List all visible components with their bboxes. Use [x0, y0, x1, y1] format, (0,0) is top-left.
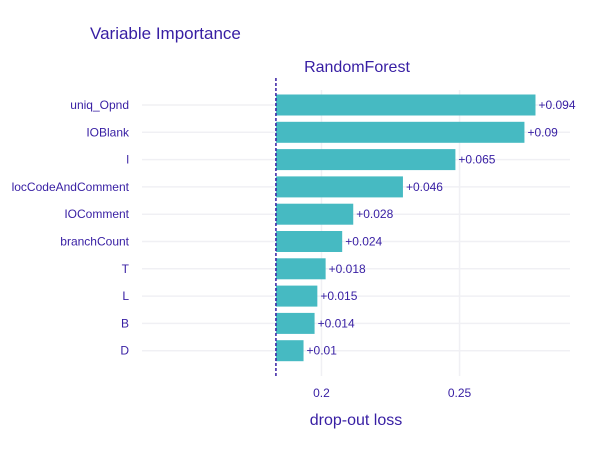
y-tick-label: L	[122, 289, 129, 303]
bars	[275, 94, 536, 362]
data-label: +0.024	[345, 235, 382, 249]
y-tick-label: locCodeAndComment	[12, 180, 130, 194]
y-tick-label: IOComment	[64, 207, 129, 221]
bar	[275, 149, 456, 171]
bar	[275, 176, 403, 198]
x-axis-ticks: 0.2 0.25	[313, 386, 471, 400]
bar	[275, 340, 304, 362]
x-tick-label: 0.2	[313, 386, 330, 400]
y-tick-label: l	[126, 153, 129, 167]
y-tick-label: branchCount	[60, 235, 129, 249]
bar	[275, 258, 326, 280]
bar	[275, 203, 354, 225]
bar	[275, 94, 536, 116]
data-label: +0.018	[329, 262, 366, 276]
bar	[275, 121, 525, 143]
x-tick-label: 0.25	[448, 386, 472, 400]
y-axis-labels: uniq_Opnd IOBlank l locCodeAndComment IOComm…	[12, 98, 130, 358]
y-tick-label: B	[121, 316, 129, 330]
data-label: +0.094	[538, 98, 575, 112]
data-label: +0.09	[527, 125, 558, 139]
data-label: +0.014	[318, 316, 355, 330]
bar	[275, 285, 318, 307]
y-tick-label: uniq_Opnd	[70, 98, 129, 112]
bar	[275, 231, 343, 252]
data-label: +0.065	[458, 153, 495, 167]
bar	[275, 312, 315, 334]
data-label: +0.028	[356, 207, 393, 221]
data-labels: +0.094 +0.09 +0.065 +0.046 +0.028 +0.024 +0.01…	[307, 98, 576, 358]
data-label: +0.046	[406, 180, 443, 194]
data-label: +0.01	[307, 344, 338, 358]
x-axis-label: drop-out loss	[310, 412, 403, 429]
y-tick-label: T	[122, 262, 130, 276]
y-tick-label: D	[120, 344, 129, 358]
chart-title: Variable Importance	[90, 24, 241, 43]
y-tick-label: IOBlank	[86, 125, 130, 139]
chart-subtitle: RandomForest	[304, 59, 410, 76]
data-label: +0.015	[320, 289, 357, 303]
